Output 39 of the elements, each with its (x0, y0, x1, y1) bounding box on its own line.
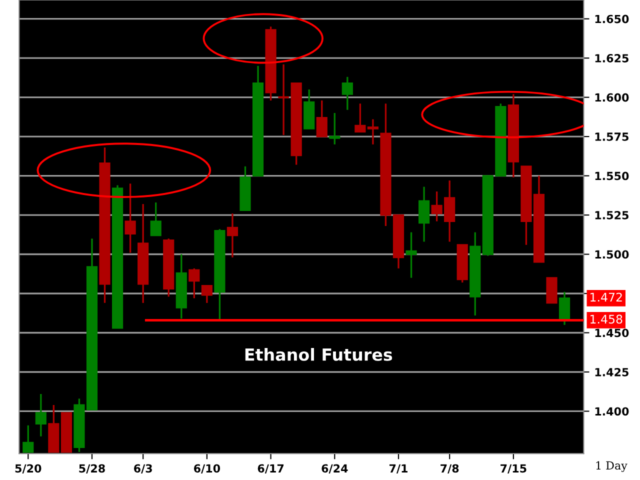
candlestick (277, 64, 290, 136)
x-tick-label: 6/24 (322, 464, 348, 474)
y-tick-label: 1.575 (595, 132, 628, 141)
y-tick-label: 1.425 (595, 368, 628, 376)
x-tick-label: 6/3 (134, 464, 152, 474)
y-tick-label: 1.525 (595, 211, 628, 220)
text: 1 Day (596, 461, 628, 472)
x-tick-label: 5/20 (15, 464, 42, 474)
candlestick (558, 291, 570, 326)
text: 1.472 (590, 292, 622, 302)
candlestick (418, 186, 430, 243)
ref-line-label: 1.458 (590, 314, 622, 324)
candlestick (406, 231, 417, 279)
candlestick (367, 118, 379, 146)
annotation: Ethanol Futures (245, 348, 392, 361)
candlestick (329, 112, 340, 146)
y-tick-label: 1.500 (595, 250, 629, 259)
y-tick-label: 1.625 (595, 54, 628, 62)
candlestick (22, 424, 34, 453)
candlestick (35, 393, 46, 438)
candlestick (354, 102, 366, 133)
candlestick (124, 182, 136, 254)
candlestick (188, 268, 200, 300)
y-tick-label: 1.550 (595, 172, 629, 180)
x-tick-label: 7/8 (440, 464, 459, 474)
candlestick (226, 212, 238, 258)
y-tick-label: 1.400 (595, 407, 629, 416)
candlestick (342, 76, 353, 111)
y-tick-label: 1.650 (595, 14, 629, 24)
x-tick-label: 7/15 (500, 464, 526, 474)
x-tick-label: 7/1 (389, 464, 408, 474)
candlestick (201, 284, 212, 304)
x-tick-label: 6/10 (194, 464, 220, 474)
candlestick (150, 202, 162, 236)
x-tick-label: 6/17 (258, 464, 284, 474)
y-tick-label: 1.600 (595, 93, 629, 102)
candlestick (316, 100, 328, 138)
y-tick-label: 1.450 (595, 328, 629, 338)
x-tick-label: 5/28 (79, 464, 105, 474)
